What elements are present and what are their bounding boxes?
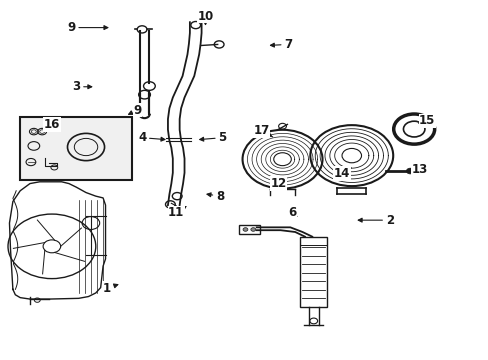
Text: 14: 14 xyxy=(333,167,350,180)
Text: 4: 4 xyxy=(138,131,164,144)
Circle shape xyxy=(250,228,255,231)
Text: 9: 9 xyxy=(128,104,141,117)
Text: 9: 9 xyxy=(67,21,108,34)
Text: 16: 16 xyxy=(43,118,60,131)
Circle shape xyxy=(406,168,413,174)
Text: 2: 2 xyxy=(358,214,393,227)
Text: 12: 12 xyxy=(270,177,286,190)
Bar xyxy=(20,117,132,180)
Text: 13: 13 xyxy=(407,163,427,176)
Text: 11: 11 xyxy=(168,207,185,220)
Text: 6: 6 xyxy=(287,207,296,220)
Text: 3: 3 xyxy=(72,80,92,93)
Text: 8: 8 xyxy=(206,190,224,203)
Text: 1: 1 xyxy=(102,282,118,295)
Circle shape xyxy=(243,228,247,231)
Text: 17: 17 xyxy=(253,124,272,137)
Bar xyxy=(238,225,260,234)
Text: 5: 5 xyxy=(199,131,226,144)
Bar xyxy=(300,237,327,307)
Text: 7: 7 xyxy=(270,38,292,51)
Text: 15: 15 xyxy=(418,114,435,127)
Text: 10: 10 xyxy=(197,10,213,24)
Circle shape xyxy=(273,153,291,166)
